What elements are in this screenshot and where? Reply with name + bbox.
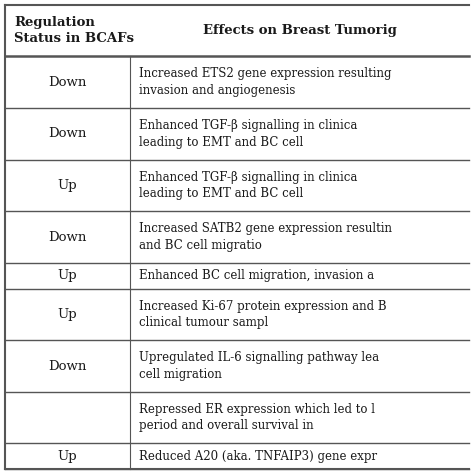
Text: Effects on Breast Tumorig: Effects on Breast Tumorig xyxy=(203,24,397,37)
Text: Down: Down xyxy=(48,76,87,89)
Text: Upregulated IL-6 signalling pathway lea
cell migration: Upregulated IL-6 signalling pathway lea … xyxy=(139,351,380,381)
Text: Down: Down xyxy=(48,360,87,373)
Text: Reduced A20 (aka. TNFAIP3) gene expr: Reduced A20 (aka. TNFAIP3) gene expr xyxy=(139,450,378,463)
Text: Down: Down xyxy=(48,128,87,140)
Text: Up: Up xyxy=(58,308,77,321)
Text: Increased Ki-67 protein expression and B
clinical tumour sampl: Increased Ki-67 protein expression and B… xyxy=(139,300,387,329)
Text: Enhanced BC cell migration, invasion a: Enhanced BC cell migration, invasion a xyxy=(139,269,374,282)
Text: Repressed ER expression which led to l
period and overall survival in: Repressed ER expression which led to l p… xyxy=(139,403,375,432)
Text: Up: Up xyxy=(58,269,77,282)
Text: Enhanced TGF-β signalling in clinica
leading to EMT and BC cell: Enhanced TGF-β signalling in clinica lea… xyxy=(139,171,358,200)
Text: Down: Down xyxy=(48,230,87,244)
Text: Up: Up xyxy=(58,179,77,192)
Text: Regulation
Status in BCAFs: Regulation Status in BCAFs xyxy=(14,16,134,45)
Text: Increased SATB2 gene expression resultin
and BC cell migratio: Increased SATB2 gene expression resultin… xyxy=(139,222,392,252)
Text: Enhanced TGF-β signalling in clinica
leading to EMT and BC cell: Enhanced TGF-β signalling in clinica lea… xyxy=(139,119,358,148)
Text: Up: Up xyxy=(58,450,77,463)
Text: Increased ETS2 gene expression resulting
invasion and angiogenesis: Increased ETS2 gene expression resulting… xyxy=(139,67,392,97)
